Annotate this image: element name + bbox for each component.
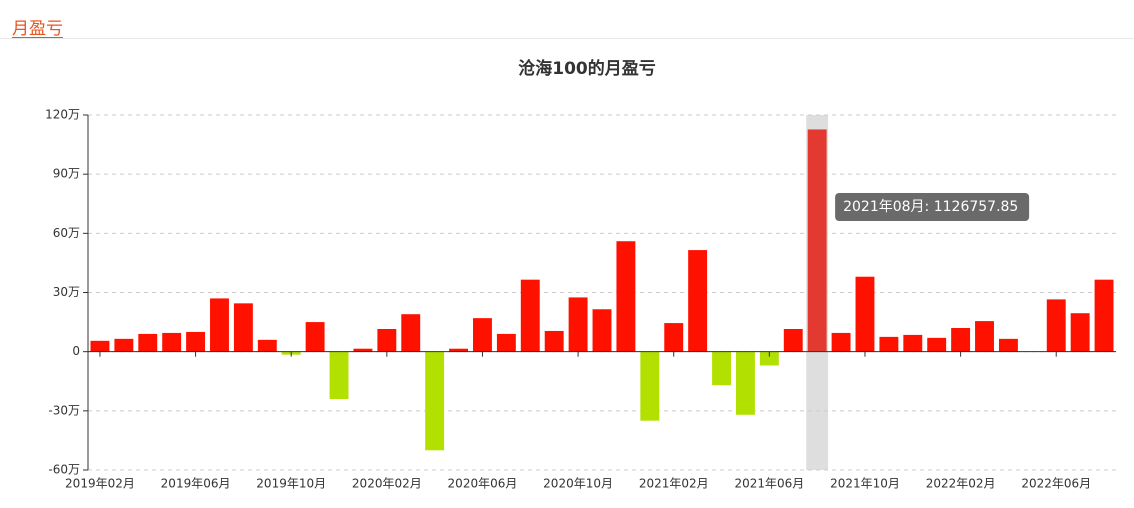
- bar: [305, 322, 325, 352]
- bar: [425, 351, 445, 451]
- bar: [544, 330, 564, 352]
- y-tick-label: 0: [72, 344, 80, 358]
- bar: [353, 348, 373, 352]
- chart-title: 沧海100的月盈亏: [518, 58, 656, 79]
- x-tick-label: 2020年06月: [448, 477, 518, 491]
- tooltip-text: 2021年08月: 1126757.85: [843, 199, 1018, 215]
- tab[interactable]: 月盈亏: [12, 19, 63, 39]
- bar: [162, 332, 182, 352]
- bar: [640, 351, 660, 421]
- x-tick-label: 2019年10月: [256, 477, 326, 491]
- y-tick-label: -60万: [48, 463, 80, 477]
- y-tick-label: 90万: [53, 167, 80, 181]
- bar: [975, 321, 994, 352]
- bar: [807, 129, 827, 352]
- bar: [688, 250, 708, 352]
- bar: [1046, 299, 1066, 352]
- bar: [377, 328, 397, 352]
- bar: [903, 334, 923, 352]
- header: 月盈亏: [0, 0, 1134, 39]
- y-tick-label: -30万: [48, 403, 80, 417]
- bar: [879, 336, 899, 352]
- bar: [1070, 313, 1090, 352]
- x-tick-label: 2022年02月: [926, 477, 996, 491]
- y-tick-label: 60万: [53, 226, 80, 240]
- bar: [186, 331, 206, 352]
- bar: [449, 348, 469, 352]
- bar: [210, 298, 229, 352]
- bar: [473, 318, 492, 352]
- bar: [90, 340, 110, 352]
- bar: [568, 297, 588, 352]
- bar: [855, 276, 875, 352]
- bar: [233, 303, 253, 352]
- bar: [951, 328, 971, 352]
- bar: [759, 351, 779, 366]
- bar: [712, 351, 731, 386]
- bar: [664, 323, 684, 352]
- bar: [735, 351, 755, 415]
- y-tick-label: 30万: [53, 285, 80, 299]
- bar: [592, 309, 612, 352]
- x-tick-label: 2021年06月: [734, 477, 804, 491]
- bar: [496, 333, 516, 352]
- x-tick-label: 2022年06月: [1021, 477, 1091, 491]
- tooltip-box: [835, 193, 1030, 221]
- bar: [138, 333, 158, 352]
- x-tick-label: 2019年06月: [161, 477, 231, 491]
- bar: [257, 339, 277, 352]
- bar: [783, 328, 803, 352]
- bar: [401, 314, 421, 352]
- x-tick-label: 2021年10月: [830, 477, 900, 491]
- bar: [616, 241, 636, 352]
- y-tick-label: 120万: [45, 108, 80, 122]
- bar: [114, 338, 134, 352]
- x-tick-label: 2020年02月: [352, 477, 422, 491]
- x-tick-label: 2021年02月: [639, 477, 709, 491]
- x-tick-label: 2020年10月: [543, 477, 613, 491]
- bar: [1094, 279, 1114, 352]
- bar: [520, 279, 540, 352]
- bar: [998, 338, 1018, 352]
- x-tick-label: 2019年02月: [65, 477, 135, 491]
- bar: [831, 332, 851, 352]
- bar: [329, 351, 349, 399]
- tooltip: 2021年08月: 1126757.85: [835, 193, 1030, 221]
- bar: [927, 337, 947, 352]
- chart: 沧海100的月盈亏 -60万 -30万 0 30万 60万 90万 120万 2019年02月…: [45, 58, 1116, 491]
